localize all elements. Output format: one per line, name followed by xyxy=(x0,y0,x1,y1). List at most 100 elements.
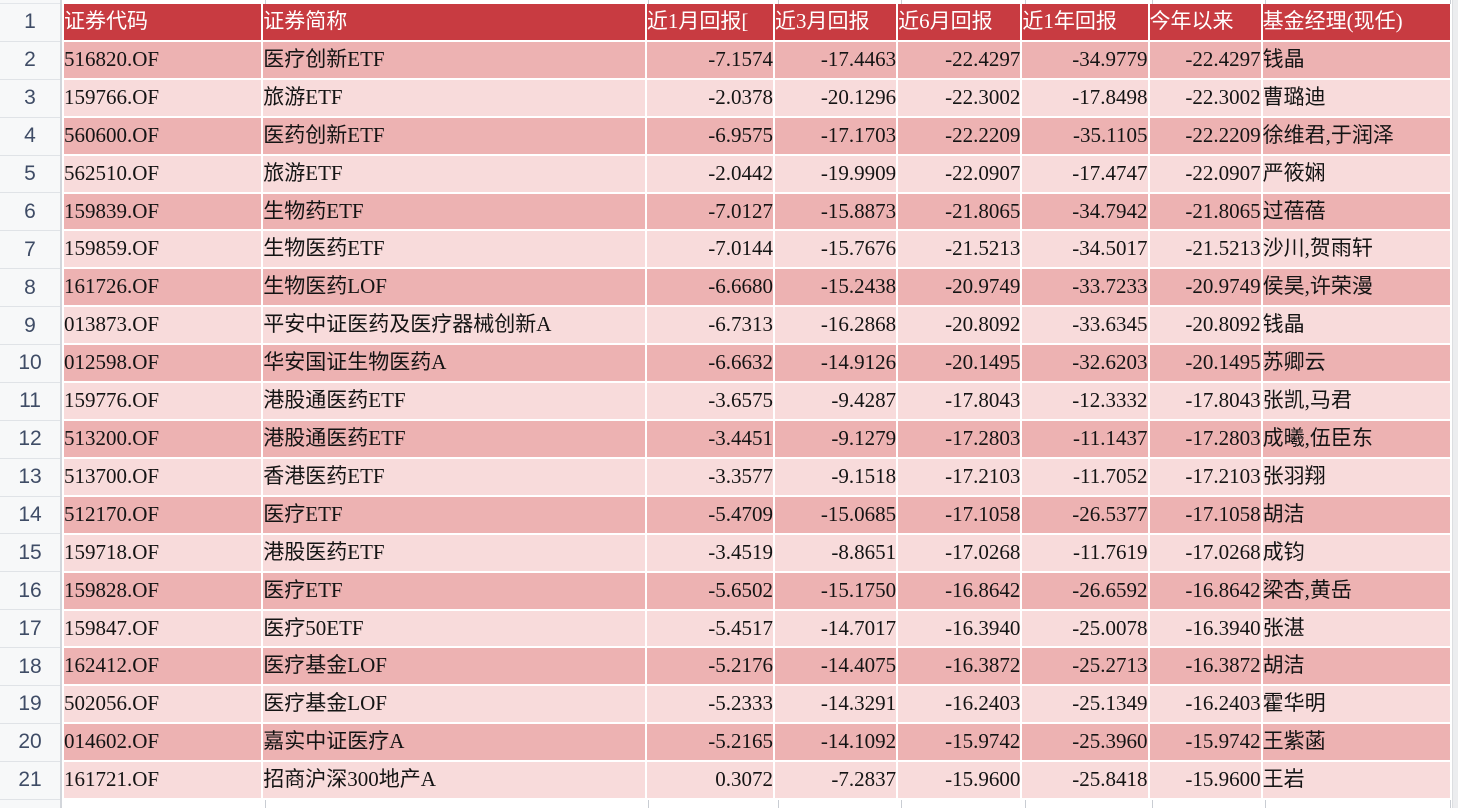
cell-code[interactable]: 014602.OF xyxy=(64,724,262,761)
cell-manager[interactable]: 苏卿云 xyxy=(1262,345,1450,382)
cell-return-1y[interactable]: -34.7942 xyxy=(1022,193,1148,230)
cell-name[interactable]: 港股通医药ETF xyxy=(263,420,645,457)
cell-return-1y[interactable]: -25.1349 xyxy=(1022,686,1148,723)
cell-return-3m[interactable]: -20.1296 xyxy=(775,79,897,116)
cell-return-ytd[interactable]: -20.1495 xyxy=(1149,345,1261,382)
cell-manager[interactable]: 张羽翔 xyxy=(1262,458,1450,495)
cell-code[interactable]: 159766.OF xyxy=(64,79,262,116)
cell-manager[interactable]: 成钧 xyxy=(1262,534,1450,571)
cell-name[interactable]: 嘉实中证医疗A xyxy=(263,724,645,761)
cell-return-6m[interactable]: -15.9742 xyxy=(898,724,1021,761)
cell-name[interactable]: 平安中证医药及医疗器械创新A xyxy=(263,307,645,344)
row-number[interactable]: 17 xyxy=(0,610,60,649)
cell-return-3m[interactable]: -17.1703 xyxy=(775,117,897,154)
header-manager[interactable]: 基金经理(现任) xyxy=(1262,4,1450,40)
cell-code[interactable]: 516820.OF xyxy=(64,41,262,78)
cell-return-3m[interactable]: -15.8873 xyxy=(775,193,897,230)
cell-code[interactable]: 159718.OF xyxy=(64,534,262,571)
cell-return-ytd[interactable]: -16.2403 xyxy=(1149,686,1261,723)
cell-manager[interactable]: 胡洁 xyxy=(1262,648,1450,685)
row-number[interactable]: 2 xyxy=(0,42,60,80)
cell-return-ytd[interactable]: -22.4297 xyxy=(1149,41,1261,78)
cell-return-1m[interactable]: -2.0442 xyxy=(646,155,773,192)
cell-return-3m[interactable]: -14.7017 xyxy=(775,610,897,647)
cell-return-6m[interactable]: -20.1495 xyxy=(898,345,1021,382)
cell-return-ytd[interactable]: -17.8043 xyxy=(1149,383,1261,419)
cell-return-6m[interactable]: -17.2803 xyxy=(898,420,1021,457)
cell-return-1m[interactable]: 0.3072 xyxy=(646,762,773,799)
cell-return-1m[interactable]: -5.2165 xyxy=(646,724,773,761)
cell-return-6m[interactable]: -22.4297 xyxy=(898,41,1021,78)
cell-manager[interactable]: 徐维君,于润泽 xyxy=(1262,117,1450,154)
cell-manager[interactable]: 张凯,马君 xyxy=(1262,383,1450,419)
cell-return-1y[interactable]: -11.1437 xyxy=(1022,420,1148,457)
cell-name[interactable]: 旅游ETF xyxy=(263,155,645,192)
cell-return-3m[interactable]: -14.3291 xyxy=(775,686,897,723)
cell-return-1m[interactable]: -3.6575 xyxy=(646,383,773,419)
row-number[interactable]: 7 xyxy=(0,231,60,270)
cell-return-1y[interactable]: -32.6203 xyxy=(1022,345,1148,382)
cell-return-1m[interactable]: -7.1574 xyxy=(646,41,773,78)
cell-return-1m[interactable]: -5.6502 xyxy=(646,572,773,609)
cell-return-1m[interactable]: -3.3577 xyxy=(646,458,773,495)
cell-return-6m[interactable]: -22.2209 xyxy=(898,117,1021,154)
cell-return-3m[interactable]: -16.2868 xyxy=(775,307,897,344)
cell-return-ytd[interactable]: -16.3872 xyxy=(1149,648,1261,685)
row-number[interactable]: 8 xyxy=(0,269,60,308)
cell-return-3m[interactable]: -8.8651 xyxy=(775,534,897,571)
row-number[interactable]: 3 xyxy=(0,80,60,118)
cell-return-1y[interactable]: -25.2713 xyxy=(1022,648,1148,685)
cell-return-1y[interactable]: -34.9779 xyxy=(1022,41,1148,78)
cell-name[interactable]: 港股医药ETF xyxy=(263,534,645,571)
cell-manager[interactable]: 钱晶 xyxy=(1262,41,1450,78)
cell-return-3m[interactable]: -15.7676 xyxy=(775,231,897,268)
header-return-3m[interactable]: 近3月回报 xyxy=(775,4,897,40)
cell-code[interactable]: 513200.OF xyxy=(64,420,262,457)
cell-manager[interactable]: 钱晶 xyxy=(1262,307,1450,344)
cell-return-1y[interactable]: -25.8418 xyxy=(1022,762,1148,799)
row-number[interactable]: 11 xyxy=(0,383,60,421)
cell-return-6m[interactable]: -16.8642 xyxy=(898,572,1021,609)
cell-return-1y[interactable]: -26.5377 xyxy=(1022,496,1148,533)
cell-name[interactable]: 医疗基金LOF xyxy=(263,648,645,685)
cell-return-1y[interactable]: -33.6345 xyxy=(1022,307,1148,344)
cell-code[interactable]: 162412.OF xyxy=(64,648,262,685)
cell-manager[interactable]: 严筱娴 xyxy=(1262,155,1450,192)
cell-manager[interactable]: 曹璐迪 xyxy=(1262,79,1450,116)
cell-return-1m[interactable]: -3.4451 xyxy=(646,420,773,457)
cell-return-3m[interactable]: -15.1750 xyxy=(775,572,897,609)
cell-return-1y[interactable]: -12.3332 xyxy=(1022,383,1148,419)
cell-name[interactable]: 生物药ETF xyxy=(263,193,645,230)
cell-return-3m[interactable]: -7.2837 xyxy=(775,762,897,799)
cell-return-1y[interactable]: -26.6592 xyxy=(1022,572,1148,609)
cell-name[interactable]: 医疗基金LOF xyxy=(263,686,645,723)
cell-return-1m[interactable]: -5.2333 xyxy=(646,686,773,723)
cell-code[interactable]: 159776.OF xyxy=(64,383,262,419)
row-number[interactable]: 21 xyxy=(0,762,60,800)
row-number[interactable]: 15 xyxy=(0,534,60,573)
cell-return-ytd[interactable]: -21.8065 xyxy=(1149,193,1261,230)
cell-name[interactable]: 医疗50ETF xyxy=(263,610,645,647)
header-name[interactable]: 证券简称 xyxy=(263,4,645,40)
cell-return-1y[interactable]: -25.0078 xyxy=(1022,610,1148,647)
cell-return-ytd[interactable]: -22.3002 xyxy=(1149,79,1261,116)
cell-return-3m[interactable]: -17.4463 xyxy=(775,41,897,78)
cell-return-1m[interactable]: -5.4517 xyxy=(646,610,773,647)
row-number[interactable]: 13 xyxy=(0,459,60,497)
cell-return-3m[interactable]: -15.2438 xyxy=(775,269,897,306)
cell-return-1m[interactable]: -6.7313 xyxy=(646,307,773,344)
cell-name[interactable]: 医疗ETF xyxy=(263,496,645,533)
cell-name[interactable]: 医疗创新ETF xyxy=(263,41,645,78)
cell-return-1y[interactable]: -35.1105 xyxy=(1022,117,1148,154)
cell-code[interactable]: 012598.OF xyxy=(64,345,262,382)
cell-name[interactable]: 医疗ETF xyxy=(263,572,645,609)
row-number[interactable]: 14 xyxy=(0,497,60,535)
cell-return-6m[interactable]: -22.0907 xyxy=(898,155,1021,192)
cell-return-ytd[interactable]: -20.8092 xyxy=(1149,307,1261,344)
cell-return-ytd[interactable]: -17.0268 xyxy=(1149,534,1261,571)
cell-name[interactable]: 生物医药LOF xyxy=(263,269,645,306)
cell-return-6m[interactable]: -22.3002 xyxy=(898,79,1021,116)
cell-return-ytd[interactable]: -17.2103 xyxy=(1149,458,1261,495)
cell-code[interactable]: 562510.OF xyxy=(64,155,262,192)
cell-name[interactable]: 旅游ETF xyxy=(263,79,645,116)
